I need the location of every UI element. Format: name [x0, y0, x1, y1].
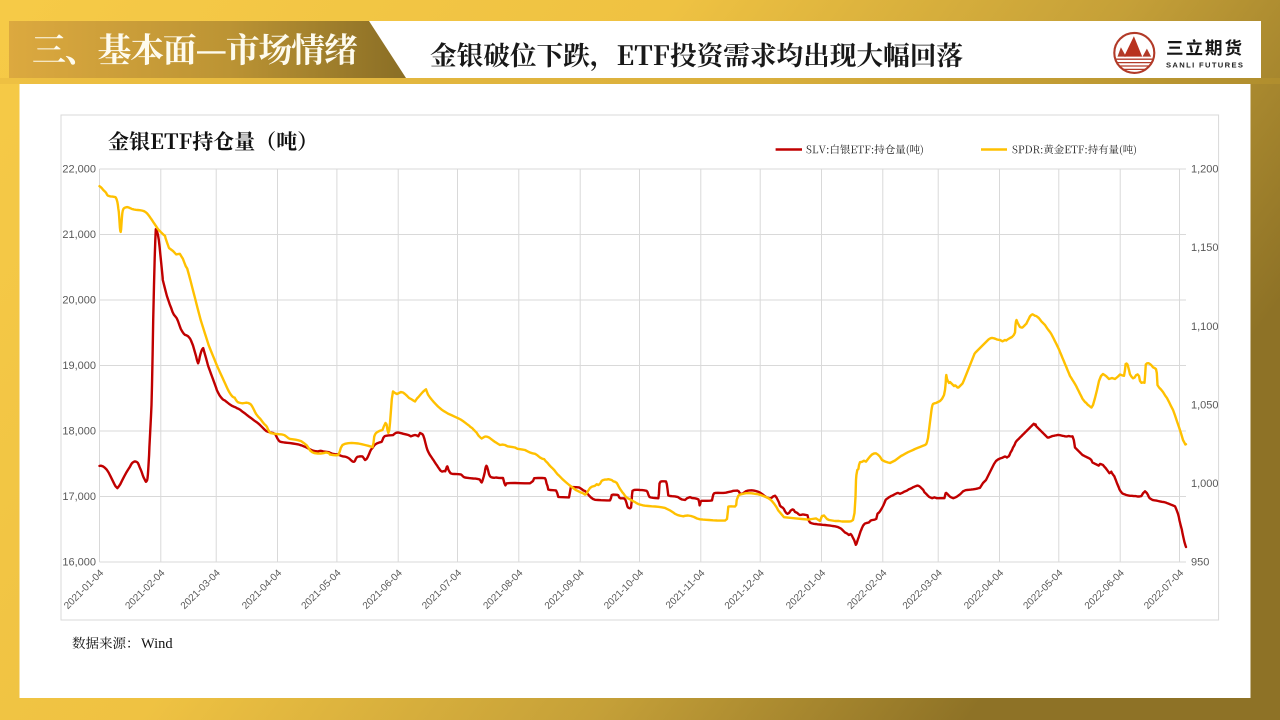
- svg-text:19,000: 19,000: [62, 360, 96, 372]
- svg-text:1,200: 1,200: [1191, 164, 1219, 176]
- svg-text:1,100: 1,100: [1191, 321, 1219, 333]
- svg-text:18,000: 18,000: [62, 426, 96, 438]
- svg-text:16,000: 16,000: [62, 557, 96, 569]
- svg-text:1,050: 1,050: [1191, 399, 1219, 411]
- svg-text:SANLI FUTURES: SANLI FUTURES: [1166, 61, 1244, 70]
- svg-text:1,150: 1,150: [1191, 242, 1219, 254]
- svg-text:21,000: 21,000: [62, 229, 96, 241]
- svg-text:1,000: 1,000: [1191, 478, 1219, 490]
- svg-text:17,000: 17,000: [62, 491, 96, 503]
- svg-text:Wind: Wind: [141, 636, 173, 652]
- svg-text:20,000: 20,000: [62, 295, 96, 307]
- svg-text:22,000: 22,000: [62, 164, 96, 176]
- svg-text:950: 950: [1191, 557, 1209, 569]
